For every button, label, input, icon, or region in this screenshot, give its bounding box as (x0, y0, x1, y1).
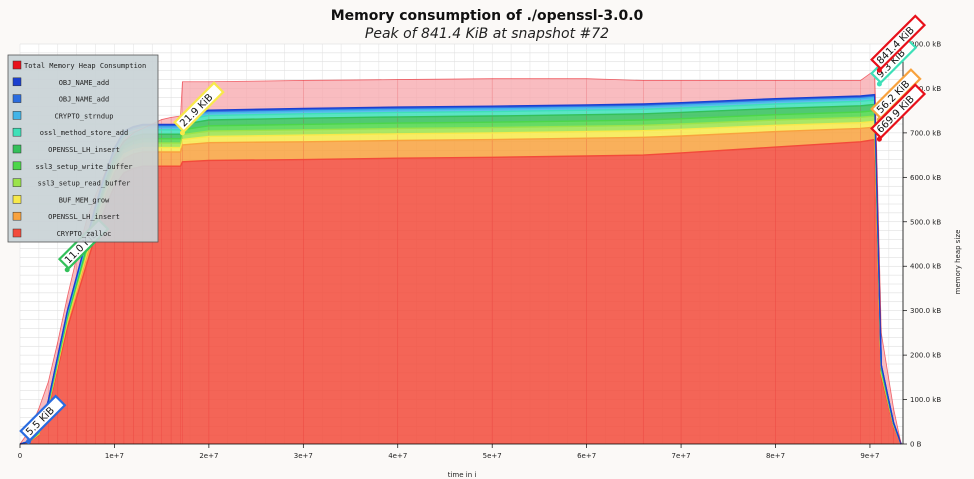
legend-swatch (12, 94, 22, 103)
legend-label: OBJ_NAME_add (59, 79, 110, 87)
legend: Total Memory Heap Consumption OBJ_NAME_ad… (7, 54, 159, 243)
y-ticks: 0 B 100.0 kB 200.0 kB 300.0 kB 400.0 kB 500.0… (903, 41, 941, 449)
y-tick-label: 200.0 kB (910, 352, 941, 360)
x-tick-label: 5e+7 (483, 452, 502, 460)
legend-label: ssl3_setup_read_buffer (38, 180, 131, 188)
legend-swatch (12, 228, 22, 238)
series-lines (19, 69, 902, 445)
legend-label: CRYPTO_strndup (54, 112, 113, 120)
area-crypto-zalloc (20, 139, 902, 445)
x-tick-label: 7e+7 (672, 452, 691, 460)
legend-label: BUF_MEM_grow (59, 196, 110, 204)
legend-label: OBJ_NAME_add (59, 96, 110, 104)
y-tick-label: 900.0 kB (910, 41, 941, 49)
x-tick-label: 3e+7 (294, 452, 313, 460)
x-tick-label: 4e+7 (388, 452, 407, 460)
legend-label: ossl_method_store_add (40, 129, 129, 137)
y-tick-label: 300.0 kB (910, 307, 941, 315)
legend-swatch (12, 127, 22, 137)
legend-label: OPENSSL_LH_insert (48, 146, 120, 154)
legend-box (7, 54, 159, 243)
y-tick-label: 100.0 kB (910, 396, 941, 404)
y-tick-label: 600.0 kB (910, 174, 941, 182)
x-axis-label: time in i (448, 471, 477, 479)
x-tick-label: 0 (18, 452, 22, 460)
x-tick-label: 1e+7 (105, 452, 124, 460)
chart-title: Memory consumption of ./openssl-3.0.0 (330, 8, 644, 24)
x-tick-label: 2e+7 (199, 452, 218, 460)
annotation-box (19, 394, 67, 442)
y-tick-label: 700.0 kB (910, 129, 941, 137)
legend-label: Total Memory Heap Consumption (24, 62, 146, 70)
legend-label: OPENSSL_LH_insert (48, 213, 120, 221)
chart-subtitle: Peak of 841.4 KiB at snapshot #72 (364, 26, 610, 42)
y-tick-label: 0 B (910, 441, 922, 449)
line-obj-name-add (19, 93, 902, 445)
legend-swatch (12, 111, 22, 120)
legend-label: ssl3_setup_write_buffer (36, 163, 133, 171)
annotation-box (870, 83, 927, 140)
x-tick-label: 8e+7 (766, 452, 785, 460)
legend-swatch (12, 161, 22, 171)
legend-swatch (12, 60, 22, 70)
annotation-box (173, 81, 225, 134)
line-total (19, 69, 902, 445)
y-tick-label: 500.0 kB (910, 218, 941, 226)
legend-swatch (12, 77, 22, 87)
line-crypto-zalloc (19, 138, 902, 445)
x-ticks: 0 1e+7 2e+7 3e+7 4e+7 5e+7 6e+7 7e+7 8e+7 9e+7 (18, 444, 879, 460)
x-tick-label: 6e+7 (577, 452, 596, 460)
legend-swatch (12, 195, 22, 204)
legend-swatch (12, 211, 22, 221)
x-tick-label: 9e+7 (860, 452, 879, 460)
annotation-box (870, 14, 927, 71)
y-tick-label: 800.0 kB (910, 85, 941, 93)
legend-swatch (12, 144, 22, 154)
legend-label: CRYPTO_zalloc (57, 230, 112, 238)
y-axis-label: memory heap size (954, 230, 962, 295)
legend-swatch (12, 178, 22, 187)
y-tick-label: 400.0 kB (910, 263, 941, 271)
